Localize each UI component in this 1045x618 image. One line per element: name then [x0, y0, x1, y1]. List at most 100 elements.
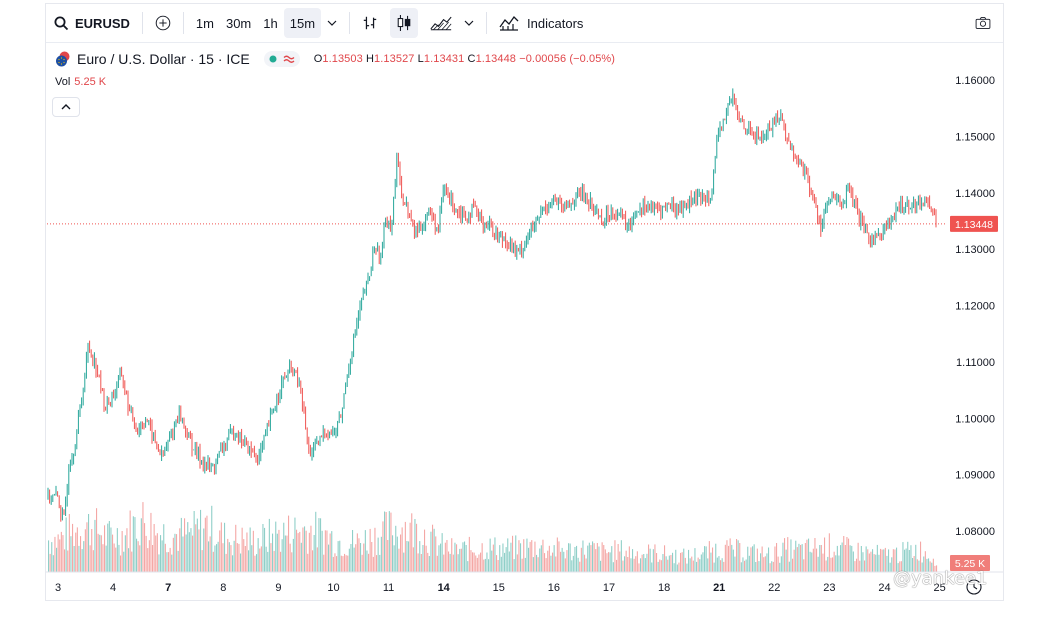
volume-bar [772, 561, 774, 572]
volume-bar [121, 531, 123, 572]
volume-bar [792, 558, 794, 572]
volume-bar [403, 552, 405, 572]
volume-bar [553, 545, 555, 572]
collapse-legend-button[interactable] [52, 97, 80, 117]
volume-bar [524, 557, 526, 572]
volume-bar [761, 546, 763, 572]
volume-bar [724, 544, 726, 572]
volume-bar [316, 547, 318, 572]
volume-bar [248, 550, 250, 572]
volume-bar [465, 545, 467, 572]
volume-bar [123, 551, 125, 572]
volume-bar [633, 558, 635, 572]
symbol-label: EURUSD [75, 15, 130, 31]
volume-bar [468, 536, 470, 572]
volume-bar [835, 555, 837, 572]
volume-bar [627, 557, 629, 572]
volume-bar [750, 547, 752, 572]
chart-type-dropdown-button[interactable] [458, 8, 480, 38]
volume-bar [691, 556, 693, 572]
time-tick-label: 22 [768, 582, 780, 594]
volume-bar [928, 558, 930, 572]
volume-bar [814, 538, 816, 572]
volume-bar [590, 545, 592, 572]
time-tick-label: 10 [327, 582, 339, 594]
volume-bar [390, 512, 392, 572]
volume-bar [774, 546, 776, 572]
volume-bar [328, 544, 330, 572]
volume-bar [934, 565, 936, 572]
volume-bar [502, 543, 504, 572]
volume-bar [827, 556, 829, 572]
volume-bar [926, 558, 928, 572]
interval-1m-button[interactable]: 1m [195, 15, 214, 31]
volume-bar [364, 530, 366, 572]
volume-bar [425, 545, 427, 572]
volume-bar [899, 561, 901, 572]
volume-bar [105, 545, 107, 572]
volume-bar [614, 540, 616, 572]
market-status-pill[interactable] [263, 51, 300, 67]
series-title[interactable]: Euro / U.S. Dollar · 15 · ICE [77, 51, 250, 67]
interval-1h-button[interactable]: 1h [263, 15, 278, 31]
eu-flag-icon [56, 51, 70, 67]
volume-bar [769, 563, 771, 572]
indicators-button[interactable]: Indicators [493, 8, 589, 38]
volume-bar [638, 563, 640, 572]
volume-bar [654, 544, 656, 572]
volume-bar [113, 543, 115, 572]
volume-bar [699, 559, 701, 572]
volume-bar [155, 535, 157, 572]
volume-bar [320, 518, 322, 572]
open-label: O [313, 53, 323, 65]
interval-dropdown-button[interactable] [321, 8, 343, 38]
volume-bar [451, 538, 453, 572]
volume-bar [262, 524, 264, 572]
bars-style-button[interactable] [356, 8, 384, 38]
snapshot-button[interactable] [969, 8, 997, 38]
volume-bar [678, 562, 680, 572]
volume-bar [825, 560, 827, 572]
volume-bar [56, 547, 58, 572]
volume-bar [740, 562, 742, 572]
symbol-search-button[interactable]: EURUSD [46, 8, 136, 38]
area-style-button[interactable] [424, 8, 458, 38]
volume-bar [851, 545, 853, 572]
volume-bar [142, 502, 144, 572]
open-value: 1.13503 [322, 53, 363, 65]
volume-bar [838, 555, 840, 572]
volume-bar [734, 556, 736, 572]
volume-bar [97, 533, 99, 572]
candles-style-button[interactable] [390, 8, 419, 38]
volume-bar [617, 544, 619, 572]
volume-bar [696, 561, 698, 572]
volume-bar [483, 559, 485, 572]
volume-bar [278, 529, 280, 572]
volume-bar [209, 536, 211, 572]
volume-bar [622, 560, 624, 572]
volume-bar [550, 555, 552, 572]
scroll-to-realtime-button[interactable] [966, 579, 982, 595]
volume-bar [689, 558, 691, 572]
volume-bar [128, 548, 130, 572]
volume-bar [84, 529, 86, 572]
volume-bar [907, 541, 909, 572]
volume-bar [668, 555, 670, 572]
interval-30m-button[interactable]: 30m [225, 15, 252, 31]
volume-bar [534, 541, 536, 572]
series-legend: Euro / U.S. Dollar · 15 · ICE O1.13503 H… [55, 50, 615, 68]
volume-bar [598, 546, 600, 572]
volume-bar [52, 555, 54, 572]
volume-bar [920, 541, 922, 572]
area-style-icon [430, 16, 452, 31]
volume-bar [89, 545, 91, 572]
volume-bar [396, 536, 398, 572]
interval-15m-button[interactable]: 15m [283, 8, 322, 38]
volume-bar [932, 558, 934, 572]
volume-bar [115, 547, 117, 572]
volume-bar [369, 528, 371, 572]
volume-bar [297, 533, 299, 572]
compare-symbol-button[interactable] [149, 8, 177, 38]
volume-bar [931, 562, 933, 572]
